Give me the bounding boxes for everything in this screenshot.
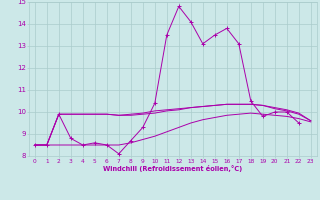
X-axis label: Windchill (Refroidissement éolien,°C): Windchill (Refroidissement éolien,°C) xyxy=(103,165,243,172)
